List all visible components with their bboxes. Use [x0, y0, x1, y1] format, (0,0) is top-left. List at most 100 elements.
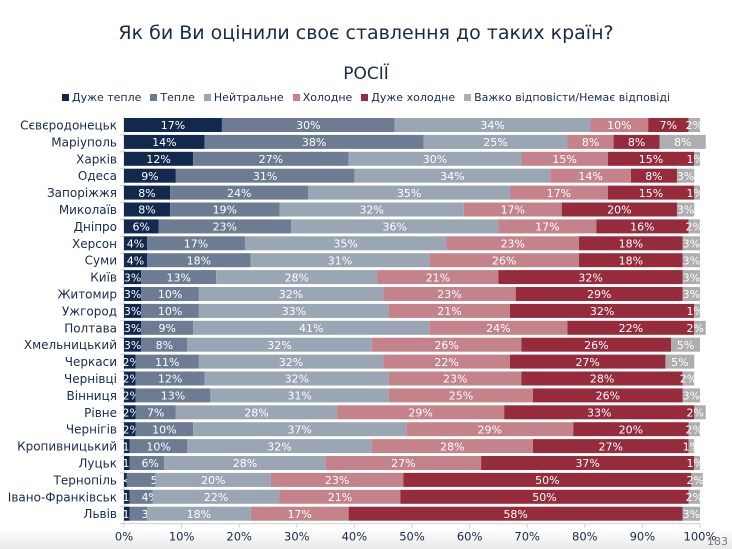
data-label: 33% — [587, 407, 611, 420]
bar-segment — [124, 202, 171, 217]
bar-segment — [371, 439, 533, 454]
category-label: Маріуполь — [51, 135, 117, 149]
data-label: 2% — [687, 322, 704, 335]
data-label: 28% — [440, 440, 464, 453]
bar-segment — [682, 388, 700, 403]
data-label: 41% — [299, 322, 323, 335]
data-label: 50% — [535, 474, 559, 487]
data-label: 18% — [187, 508, 211, 521]
bar-segment — [135, 388, 211, 403]
data-label: 8% — [645, 170, 662, 183]
data-label: 3% — [124, 288, 141, 301]
data-label: 24% — [486, 322, 510, 335]
page-title: Як би Ви оцінили своє ставлення до таких… — [118, 22, 614, 44]
legend-item-no-answer: Важко відповісти/Немає відповіді — [464, 91, 670, 104]
bar-segment — [383, 287, 516, 301]
data-label: 24% — [227, 187, 251, 200]
bar-segment — [676, 168, 695, 183]
data-label: 23% — [437, 288, 461, 301]
data-label: 38% — [302, 136, 326, 149]
category-label: Чернівці — [64, 372, 117, 386]
category-label: Луцьк — [78, 457, 117, 471]
bar-segment — [147, 236, 245, 251]
data-label: 1% — [687, 457, 704, 470]
bar-segment — [403, 472, 692, 487]
data-label: 12% — [146, 153, 170, 166]
data-label: 27% — [391, 457, 415, 470]
category-label: Миколаїв — [59, 203, 117, 217]
legend-swatch-no-answer — [464, 94, 472, 101]
data-label: 6% — [133, 221, 150, 234]
category-label: Черкаси — [65, 355, 117, 369]
x-tick-label: 80% — [572, 530, 598, 544]
data-label: 31% — [253, 170, 277, 183]
bar-segment — [124, 236, 148, 251]
data-label: 3% — [124, 339, 141, 352]
bar-segment — [124, 151, 194, 166]
data-label: 19% — [213, 204, 237, 217]
bar-segment — [694, 185, 700, 200]
category-label: Рівне — [84, 406, 117, 420]
category-label: Вінниця — [67, 389, 117, 403]
bar-segment — [124, 168, 176, 183]
bar-segment — [607, 185, 695, 200]
category-label: Харків — [76, 152, 117, 166]
bar-segment — [429, 320, 568, 335]
data-label: 20% — [619, 423, 643, 436]
data-label: 58% — [503, 508, 527, 521]
bar-segment — [124, 118, 222, 132]
bar-segment — [694, 320, 706, 335]
bar-segment — [509, 303, 695, 318]
bar-segment — [371, 337, 522, 352]
bar-segment — [193, 320, 430, 335]
data-label: 17% — [161, 119, 185, 132]
data-label: 16% — [630, 221, 654, 234]
data-label: 28% — [285, 271, 309, 284]
bar-segment — [325, 456, 482, 470]
data-label: 27% — [598, 440, 622, 453]
bar-segment — [279, 202, 464, 217]
data-label: 10% — [152, 423, 176, 436]
data-label: 21% — [426, 271, 450, 284]
legend-item-very-warm: Дуже тепле — [61, 91, 141, 104]
data-label: 8% — [674, 136, 691, 149]
data-label: 3% — [124, 305, 141, 318]
data-label: 10% — [158, 288, 182, 301]
category-label: Одеса — [78, 169, 117, 183]
bar-segment — [124, 287, 142, 301]
category-label: Херсон — [72, 237, 117, 251]
data-label: 9% — [141, 170, 158, 183]
data-label: 29% — [587, 288, 611, 301]
bar-segment — [158, 219, 292, 234]
bar-segment — [135, 354, 199, 369]
data-label: 32% — [279, 356, 303, 369]
data-label: 4% — [127, 254, 144, 267]
category-label: Дніпро — [74, 220, 117, 234]
legend-swatch-warm — [150, 94, 158, 101]
bar-segment — [270, 472, 404, 487]
bar-segment — [124, 320, 142, 335]
data-label: 29% — [478, 423, 502, 436]
data-label: 28% — [590, 373, 614, 386]
x-tick-label: 100% — [684, 530, 717, 544]
bar-segment — [394, 118, 591, 132]
bar-segment — [141, 303, 199, 318]
bar-segment — [532, 439, 689, 454]
bar-segment — [694, 405, 706, 420]
data-label: 8% — [628, 136, 645, 149]
bar-segment — [446, 236, 580, 251]
data-label: 2% — [687, 474, 704, 487]
data-label: 32% — [267, 440, 291, 453]
bar-segment — [521, 151, 608, 166]
category-label: Київ — [90, 271, 117, 285]
bar-segment — [509, 354, 666, 369]
data-label: 3% — [683, 238, 700, 251]
bar-segment — [124, 405, 136, 420]
bar-segment — [164, 456, 326, 470]
bar-segment — [406, 422, 574, 437]
bar-segment — [682, 506, 700, 521]
bar-segment — [147, 506, 251, 521]
bar-segment — [337, 405, 505, 420]
bar-segment — [124, 472, 127, 487]
data-label: 5% — [677, 339, 694, 352]
